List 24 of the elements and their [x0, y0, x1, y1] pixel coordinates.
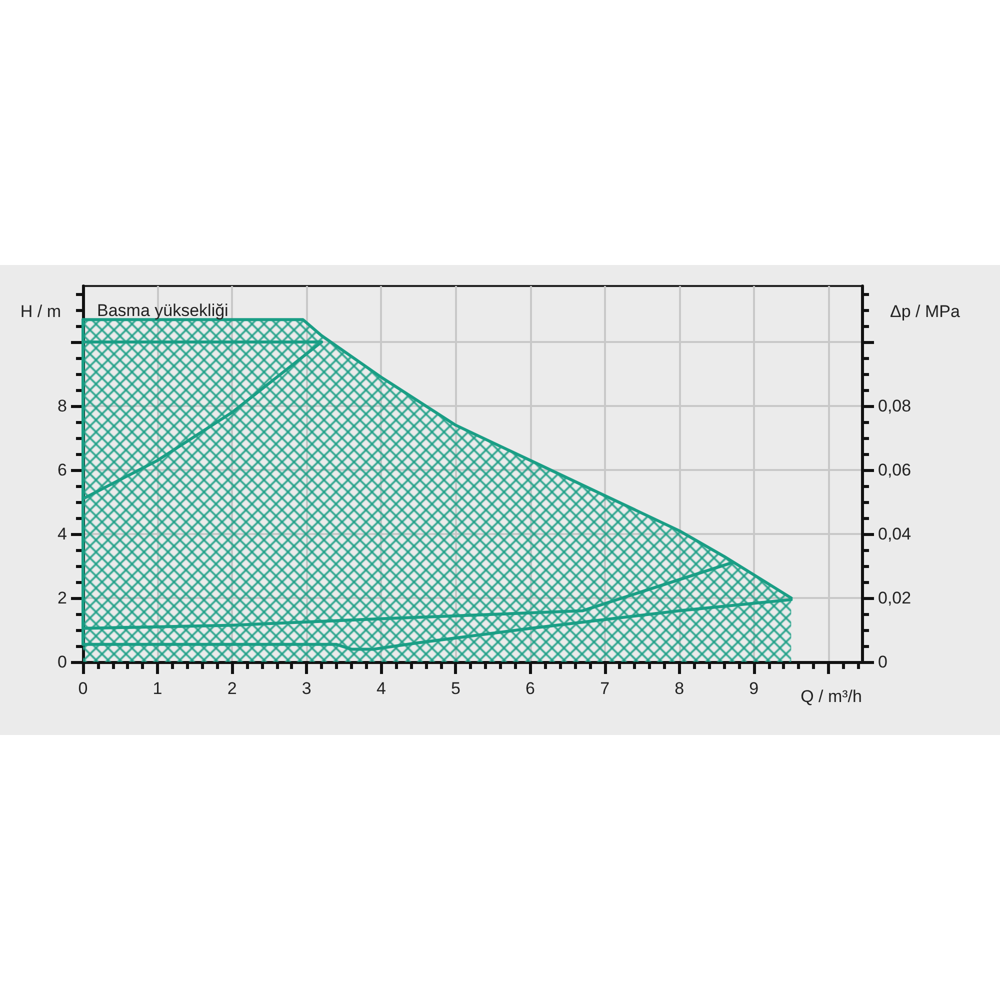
- y-tick-label: 8: [58, 396, 67, 416]
- x-tick-label: 0: [78, 679, 88, 698]
- y-tick-label: 6: [58, 460, 67, 480]
- x-axis-title: Q / m³/h: [800, 687, 862, 706]
- y2-axis-title: Δp / MPa: [890, 302, 960, 321]
- x-tick-label: 3: [302, 679, 312, 698]
- y2-tick-label: 0,08: [878, 396, 912, 416]
- y-axis-title: H / m: [20, 302, 61, 321]
- y2-tick-label: 0: [878, 652, 888, 672]
- x-tick-label: 8: [674, 679, 684, 698]
- x-tick-label: 9: [749, 679, 759, 698]
- annotation: Basma yüksekliği: [97, 301, 228, 320]
- x-tick-label: 6: [526, 679, 536, 698]
- x-tick-label: 7: [600, 679, 610, 698]
- x-tick-label: 5: [450, 679, 460, 698]
- x-tick-label: 4: [376, 679, 386, 698]
- x-tick-label: 1: [152, 679, 162, 698]
- y2-tick-label: 0,02: [878, 588, 912, 608]
- y-tick-label: 4: [58, 524, 67, 544]
- y2-tick-label: 0,06: [878, 460, 912, 480]
- y-tick-label: 2: [58, 588, 67, 608]
- y-tick-label: 0: [58, 652, 67, 672]
- y2-tick-label: 0,04: [878, 524, 912, 544]
- x-tick-label: 2: [227, 679, 237, 698]
